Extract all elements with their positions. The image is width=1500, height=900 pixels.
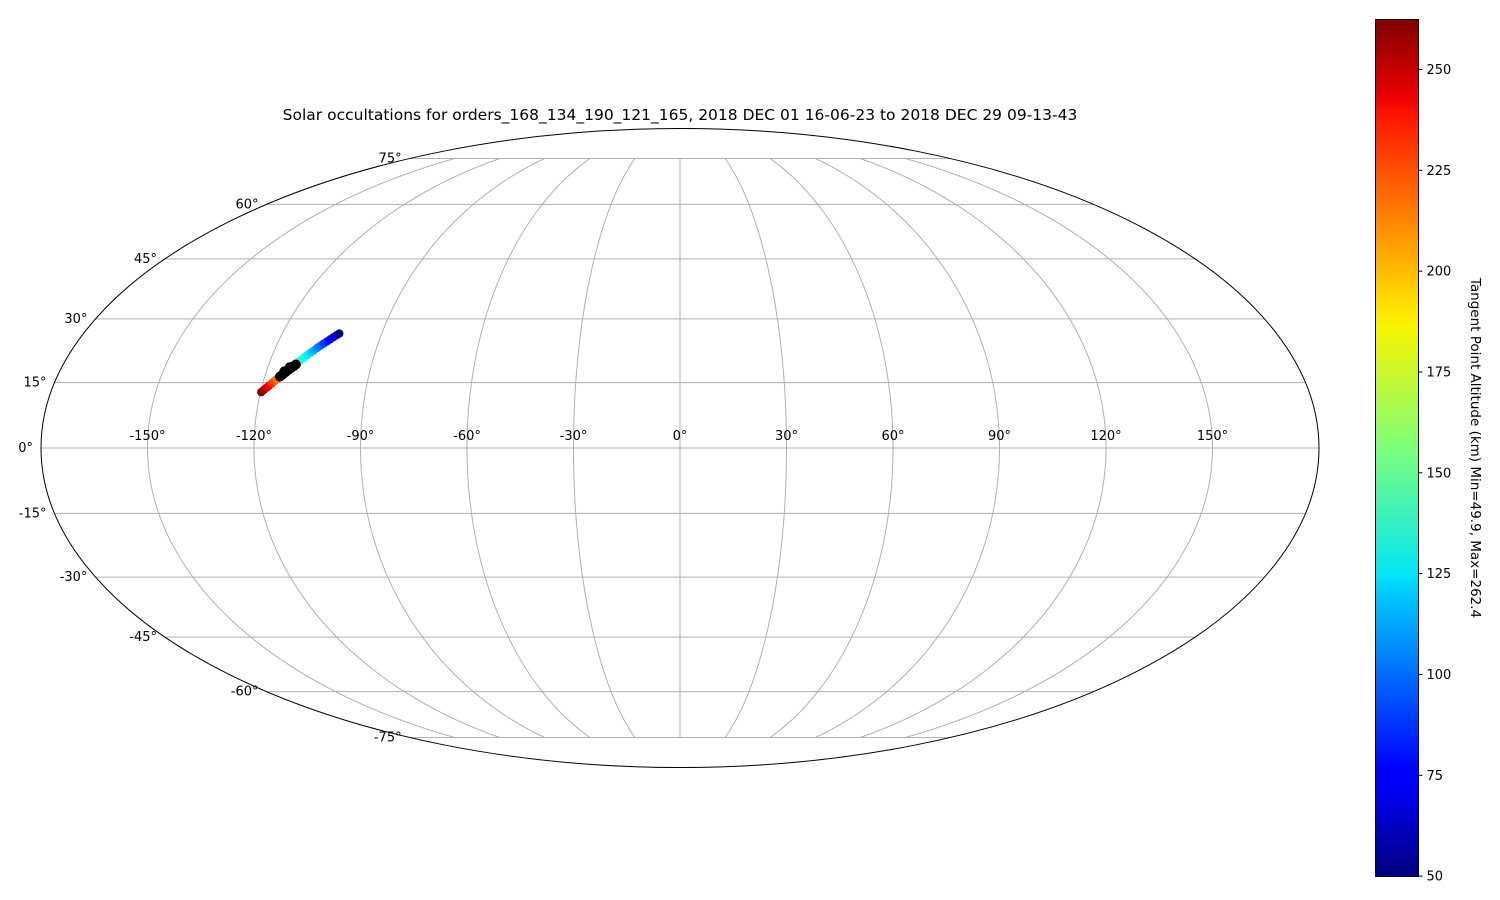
chart-title: Solar occultations for orders_168_134_19… — [283, 106, 1078, 125]
latitude-tick-label: -15° — [19, 506, 47, 521]
colorbar-ticks: 50 75 100 125 150 175 200 225 250 — [1418, 63, 1452, 885]
colorbar-tick-label: 75 — [1427, 769, 1444, 784]
scatter-series — [257, 329, 344, 397]
longitude-tick-label: -60° — [453, 429, 481, 444]
latitude-tick-label: 0° — [18, 441, 33, 456]
latitude-tick-label: -75° — [374, 730, 402, 745]
colorbar-tick-label: 250 — [1427, 63, 1452, 78]
longitude-grid-line — [253, 158, 500, 738]
longitude-tick-label: -90° — [347, 429, 375, 444]
longitude-tick-label: 120° — [1090, 429, 1121, 444]
longitude-tick-label: -120° — [236, 429, 272, 444]
latitude-tick-label: 45° — [134, 252, 157, 267]
longitude-grid-line — [769, 158, 894, 738]
longitude-grid-line — [466, 158, 591, 738]
colorbar-tick-label: 150 — [1427, 466, 1452, 481]
longitude-grid-line — [814, 158, 1001, 738]
longitude-tick-label: -150° — [129, 429, 165, 444]
latitude-tick-label: 15° — [23, 376, 46, 391]
latitude-tick-label: -60° — [231, 685, 259, 700]
map-area: -150° -120° -90° -60° -30° 0° 30° 60° 90° 120° 150… — [18, 128, 1320, 768]
colorbar-label: Tangent Point Altitude (km) Min=49.9, Ma… — [1467, 277, 1483, 618]
colorbar-tick-label: 125 — [1427, 567, 1452, 582]
longitude-tick-labels: -150° -120° -90° -60° -30° 0° 30° 60° 90° 120° 150… — [129, 429, 1228, 444]
colorbar-tick-label: 100 — [1427, 668, 1452, 683]
longitude-tick-label: 90° — [988, 429, 1011, 444]
longitude-tick-label: 0° — [673, 429, 688, 444]
occultation-point — [335, 329, 344, 338]
longitude-tick-label: 150° — [1197, 429, 1228, 444]
colorbar-tick-label: 50 — [1427, 870, 1444, 885]
graticule-grid — [41, 158, 1319, 738]
latitude-tick-label: 75° — [379, 152, 402, 167]
latitude-tick-label: 30° — [64, 312, 87, 327]
longitude-grid-line — [359, 158, 546, 738]
occultation-point-no-data — [284, 362, 295, 373]
longitude-grid-line — [905, 158, 1214, 738]
colorbar-tick-label: 200 — [1427, 265, 1452, 280]
latitude-tick-label: 60° — [235, 197, 258, 212]
latitude-tick-labels: 75° 60° 45° 30° 15° 0° -15° -30° -45° -60° -75° — [18, 152, 401, 746]
colorbar: 50 75 100 125 150 175 200 225 250 Tangent Point … — [1375, 19, 1483, 885]
longitude-tick-label: -30° — [560, 429, 588, 444]
longitude-grid-line — [860, 158, 1107, 738]
longitude-grid-line — [724, 158, 788, 738]
longitude-tick-label: 60° — [881, 429, 904, 444]
latitude-tick-label: -45° — [129, 630, 157, 645]
longitude-grid-line — [146, 158, 455, 738]
latitude-tick-label: -30° — [60, 570, 88, 585]
longitude-grid-line — [572, 158, 636, 738]
map-outline — [40, 128, 1320, 768]
colorbar-tick-label: 175 — [1427, 365, 1452, 380]
colorbar-tick-label: 225 — [1427, 164, 1452, 179]
longitude-tick-label: 30° — [775, 429, 798, 444]
colorbar-gradient — [1375, 19, 1419, 877]
